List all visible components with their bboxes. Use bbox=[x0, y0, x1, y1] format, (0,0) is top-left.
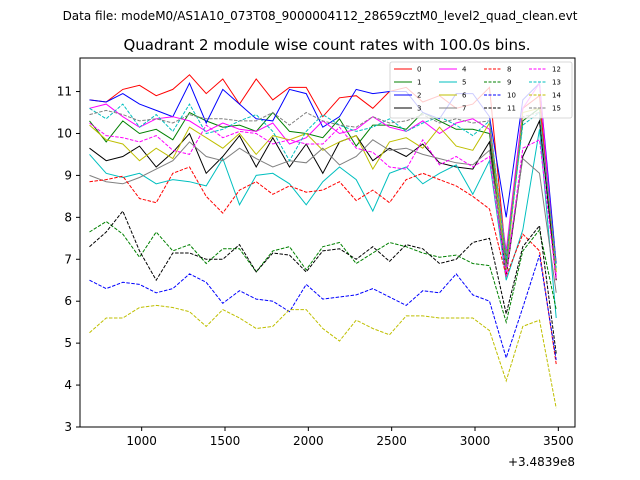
legend-box bbox=[389, 61, 573, 119]
legend-label-11: 11 bbox=[507, 105, 516, 113]
series-line-6 bbox=[89, 107, 557, 272]
series-line-9 bbox=[89, 220, 557, 325]
y-axis: 3 4 5 6 7 8 9 10 11 bbox=[57, 85, 80, 434]
series-line-10 bbox=[89, 254, 557, 360]
legend-label-14: 14 bbox=[552, 92, 561, 100]
series-layer bbox=[89, 74, 557, 409]
legend-label-5: 5 bbox=[462, 79, 466, 87]
series-line-7 bbox=[89, 139, 557, 293]
legend-label-0: 0 bbox=[417, 66, 421, 74]
x-tick-label: 2000 bbox=[293, 434, 324, 448]
series-line-5 bbox=[89, 129, 557, 319]
x-tick-label: 3000 bbox=[460, 434, 491, 448]
legend-label-7: 7 bbox=[462, 105, 466, 113]
legend-label-10: 10 bbox=[507, 92, 516, 100]
x-offset-label: +3.4839e8 bbox=[508, 455, 575, 469]
legend-label-9: 9 bbox=[507, 79, 511, 87]
legend-label-3: 3 bbox=[417, 105, 421, 113]
legend-label-12: 12 bbox=[552, 66, 561, 74]
y-tick-label: 10 bbox=[57, 126, 72, 140]
plot-frame bbox=[79, 57, 576, 428]
x-tick-label: 2500 bbox=[376, 434, 407, 448]
x-tick-label: 1500 bbox=[210, 434, 241, 448]
legend-label-6: 6 bbox=[462, 92, 467, 100]
suptitle: Data file: modeM0/AS1A10_073T08_90000041… bbox=[63, 9, 578, 23]
legend-label-1: 1 bbox=[417, 79, 421, 87]
series-line-8 bbox=[89, 166, 557, 365]
y-tick-label: 6 bbox=[64, 294, 72, 308]
y-tick-label: 7 bbox=[64, 252, 72, 266]
x-tick-label: 3500 bbox=[543, 434, 574, 448]
series-line-11 bbox=[89, 210, 557, 354]
legend-label-2: 2 bbox=[417, 92, 421, 100]
y-tick-label: 3 bbox=[64, 420, 72, 434]
y-tick-label: 8 bbox=[64, 210, 72, 224]
legend-label-13: 13 bbox=[552, 79, 561, 87]
series-line-14 bbox=[89, 304, 557, 409]
x-axis: 1000 1500 2000 2500 3000 3500 bbox=[126, 427, 574, 448]
legend-label-4: 4 bbox=[462, 66, 467, 74]
y-tick-label: 4 bbox=[64, 378, 72, 392]
series-line-13 bbox=[89, 103, 557, 268]
y-tick-label: 5 bbox=[64, 336, 72, 350]
chart-title: Quadrant 2 module wise count rates with … bbox=[123, 36, 530, 54]
series-line-12 bbox=[89, 122, 557, 281]
series-line-15 bbox=[89, 109, 557, 264]
x-tick-label: 1000 bbox=[126, 434, 157, 448]
y-tick-label: 9 bbox=[64, 168, 72, 182]
legend-label-8: 8 bbox=[507, 66, 511, 74]
y-tick-label: 11 bbox=[57, 85, 72, 99]
legend-label-15: 15 bbox=[552, 105, 561, 113]
